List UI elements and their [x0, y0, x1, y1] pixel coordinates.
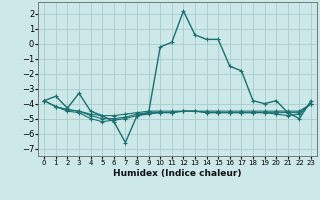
X-axis label: Humidex (Indice chaleur): Humidex (Indice chaleur): [113, 169, 242, 178]
